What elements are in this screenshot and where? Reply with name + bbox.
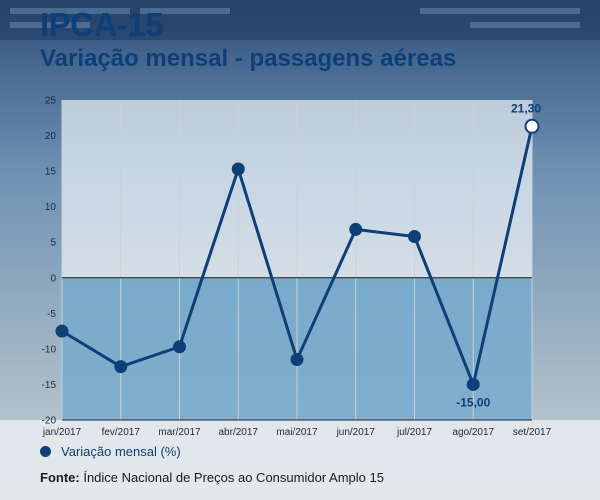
source-note: Fonte: Índice Nacional de Preços ao Cons…	[40, 470, 384, 485]
y-tick-label: 15	[45, 167, 57, 178]
data-point	[524, 118, 540, 134]
y-tick-label: 25	[45, 96, 57, 107]
source-label: Fonte:	[40, 470, 80, 485]
y-tick-label: -5	[47, 309, 56, 320]
data-point	[55, 324, 69, 338]
x-axis-labels: jan/2017 fev/2017 mar/2017 abr/2017 mai/2017…	[42, 427, 552, 438]
x-tick-label: mai/2017	[276, 427, 318, 438]
y-tick-label: -20	[42, 416, 57, 427]
chart-subtitle: Variação mensal - passagens aéreas	[40, 45, 457, 72]
chart-title: IPCA-15	[40, 6, 164, 43]
legend-marker	[40, 446, 51, 457]
x-tick-label: jan/2017	[42, 427, 82, 438]
y-tick-label: -10	[42, 344, 57, 355]
y-tick-label: -15	[42, 380, 57, 391]
data-point	[349, 222, 363, 236]
legend: Variação mensal (%)	[40, 444, 181, 459]
data-label: -15,00	[456, 395, 490, 409]
x-tick-label: set/2017	[513, 427, 552, 438]
x-tick-label: abr/2017	[219, 427, 259, 438]
y-tick-label: 20	[45, 131, 57, 142]
data-point	[408, 230, 421, 244]
x-tick-label: jun/2017	[336, 427, 376, 438]
x-tick-label: mar/2017	[158, 427, 201, 438]
data-point	[173, 340, 186, 354]
data-points	[55, 118, 540, 391]
data-point	[290, 353, 304, 367]
x-tick-label: ago/2017	[452, 427, 494, 438]
data-point	[114, 360, 128, 374]
x-tick-label: jul/2017	[396, 427, 432, 438]
y-tick-label: 0	[50, 273, 56, 284]
source-text: Índice Nacional de Preços ao Consumidor …	[83, 470, 384, 485]
data-labels: -15,00 21,30	[456, 101, 541, 409]
data-point	[466, 377, 480, 391]
legend-label: Variação mensal (%)	[61, 444, 181, 459]
y-axis: -20 -15 -10 -5 0 5 10 15 20 25	[42, 96, 57, 427]
data-label: 21,30	[511, 101, 541, 115]
y-tick-label: 5	[50, 238, 56, 249]
x-tick-label: fev/2017	[102, 427, 141, 438]
data-point	[231, 162, 245, 176]
y-tick-label: 10	[45, 202, 57, 213]
